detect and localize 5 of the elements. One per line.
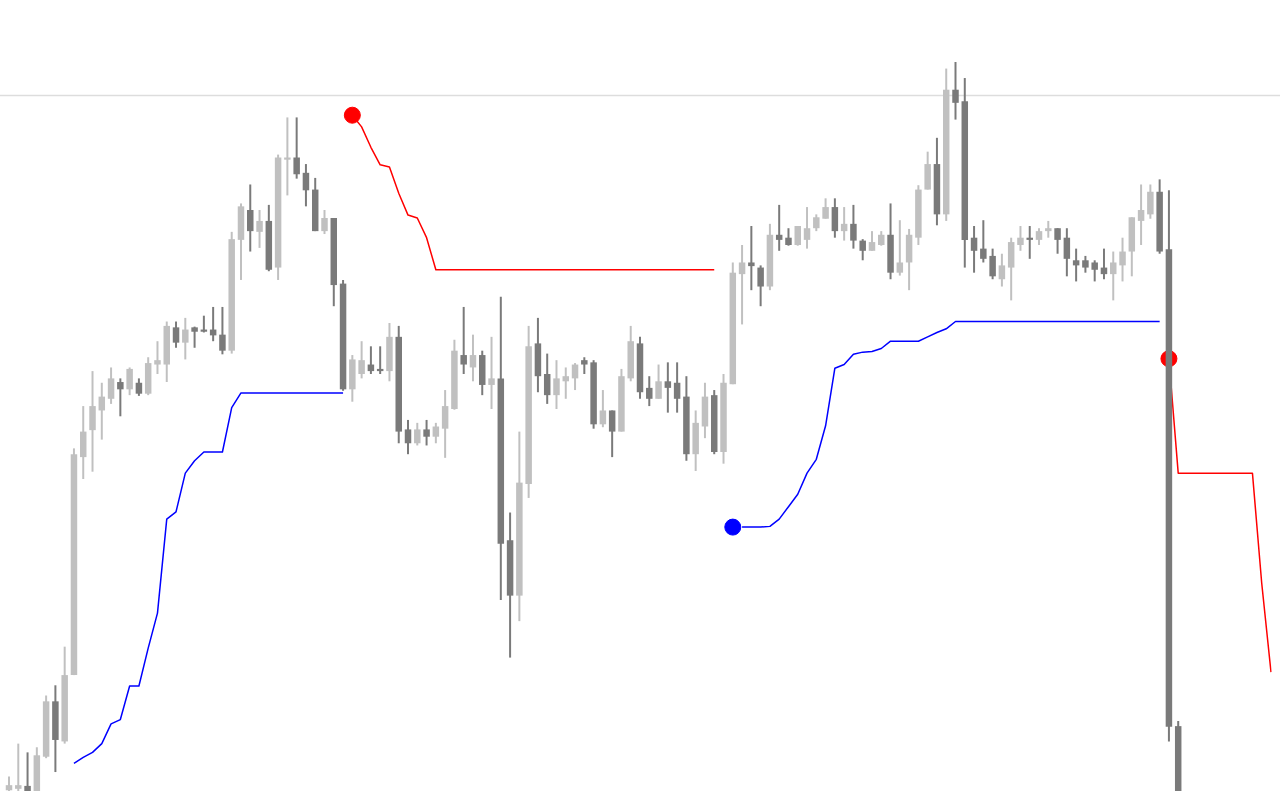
candlestick (284, 117, 291, 196)
candlestick (748, 226, 755, 291)
candlestick (488, 336, 495, 409)
candlestick (1026, 226, 1033, 259)
candlestick (15, 743, 22, 791)
